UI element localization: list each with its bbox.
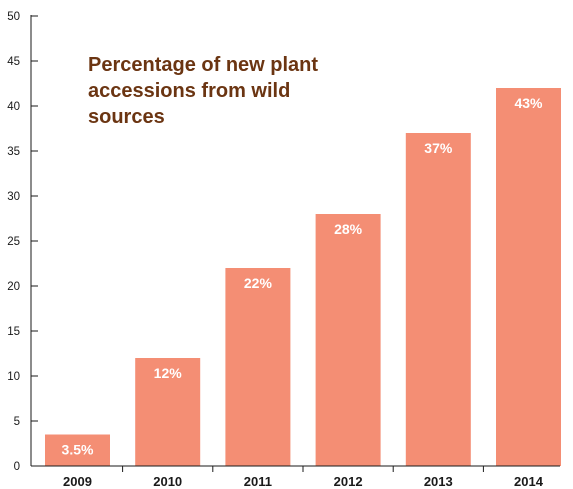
- x-tick-label: 2014: [514, 474, 544, 489]
- bar-2010: [135, 358, 201, 466]
- bar-2011: [225, 268, 291, 466]
- y-tick-label: 45: [7, 56, 20, 68]
- y-tick-label: 15: [7, 326, 20, 338]
- y-tick-label: 5: [14, 416, 20, 428]
- chart-title: Percentage of new plant accessions from …: [88, 54, 319, 128]
- y-tick-label: 20: [7, 281, 20, 293]
- y-tick-label: 30: [7, 191, 20, 203]
- x-tick-label: 2011: [244, 474, 272, 489]
- x-tick-label: 2009: [63, 474, 92, 489]
- x-tick-label: 2012: [334, 474, 363, 489]
- bar-2012: [315, 214, 381, 466]
- x-axis: 2009 2010 2011 2012 2013 2014: [31, 465, 560, 489]
- data-label-2010: 12%: [154, 365, 183, 381]
- data-label-2009: 3.5%: [62, 442, 94, 458]
- bars: 3.5% 12% 22% 28% 37% 43%: [45, 88, 561, 466]
- bar-2009: [45, 434, 110, 466]
- data-label-2013: 37%: [424, 140, 453, 156]
- y-tick-label: 50: [7, 11, 20, 23]
- bar-2014: [496, 88, 561, 466]
- bar-2013: [405, 133, 471, 466]
- y-tick-label: 10: [7, 371, 20, 383]
- x-tick-label: 2013: [424, 474, 453, 489]
- y-tick-label: 35: [7, 146, 20, 158]
- y-axis: 0 5 10 15 20 25 30 35 40 45 50: [7, 11, 38, 473]
- data-label-2012: 28%: [334, 221, 363, 237]
- x-tick-label: 2010: [153, 474, 182, 489]
- y-tick-label: 0: [14, 461, 20, 473]
- data-label-2014: 43%: [514, 95, 543, 111]
- y-tick-label: 40: [7, 101, 20, 113]
- data-label-2011: 22%: [244, 275, 273, 291]
- y-tick-label: 25: [7, 236, 20, 248]
